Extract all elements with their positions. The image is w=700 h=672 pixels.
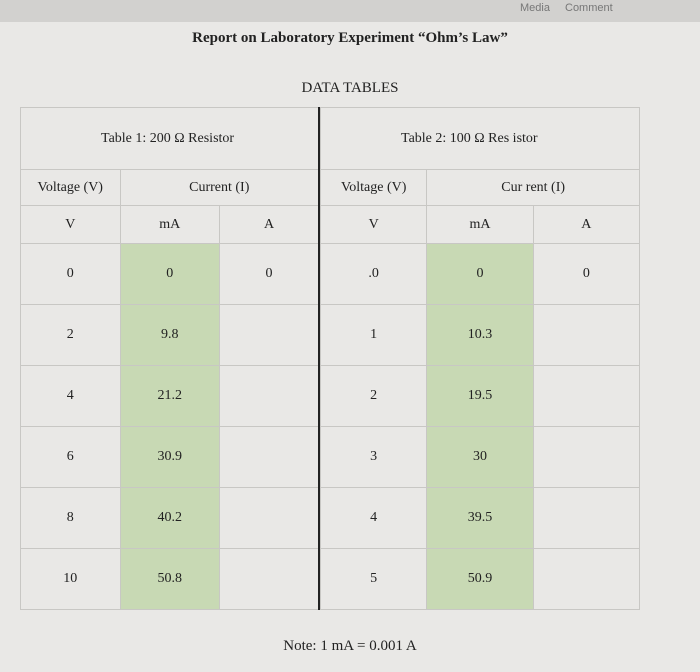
table-cell: 6 [20,426,121,488]
table-cell [532,304,641,366]
table-caption: Table 1: 200 Ω Resistor [20,107,320,170]
caption-row: Table 2: 100 Ω Res istor [320,107,640,170]
toolbar-item[interactable]: Media [520,2,550,14]
table-cell: 30.9 [119,426,220,488]
table-cell: .0 [319,243,428,305]
data-row: 4 39.5 [319,487,641,549]
data-row: 3 30 [319,426,641,488]
table-cell: 4 [20,365,121,427]
data-table: Table 2: 100 Ω Res istor Voltage (V) Cur r… [319,107,641,610]
table-cell: 2 [319,365,428,427]
table-cell: 1 [319,304,428,366]
table-cell: 21.2 [119,365,220,427]
table-cell [219,548,320,610]
table-cell: 0 [426,243,534,305]
table-caption: Table 2: 100 Ω Res istor [320,107,640,170]
table-cell: 40.2 [119,487,220,549]
data-row: .0 0 0 [319,243,641,305]
data-row: 4 21.2 [20,365,320,427]
table-cell: 0 [219,243,320,305]
data-row: 8 40.2 [20,487,320,549]
unit-cell: mA [426,205,534,244]
table-cell: 39.5 [426,487,534,549]
data-row: 10 50.8 [20,548,320,610]
table-cell [219,487,320,549]
table-cell: 10.3 [426,304,534,366]
table-cell [219,304,320,366]
data-row: 1 10.3 [319,304,641,366]
data-row: 6 30.9 [20,426,320,488]
column-header: Current (I) [119,169,320,206]
column-header: Cur rent (I) [426,169,640,206]
table-cell [532,548,641,610]
table-cell: 30 [426,426,534,488]
caption-row: Table 1: 200 Ω Resistor [20,107,320,170]
title: Report on Laboratory Experiment “Ohm’s L… [192,30,508,46]
unit-cell: A [532,205,641,244]
unit-cell: mA [119,205,220,244]
data-row: 2 19.5 [319,365,641,427]
data-row: 2 9.8 [20,304,320,366]
table-cell [532,487,641,549]
document: Report on Laboratory Experiment “Ohm’s L… [0,22,700,672]
subtitle: DATA TABLES [301,80,399,96]
table-cell: 50.9 [426,548,534,610]
table-cell [219,426,320,488]
unit-cell: A [219,205,320,244]
table-cell: 10 [20,548,121,610]
table-cell: 9.8 [119,304,220,366]
header-row: Voltage (V) Cur rent (I) [319,169,640,206]
column-header: Voltage (V) [319,169,428,206]
table-cell [532,365,641,427]
table-cell: 4 [319,487,428,549]
unit-cell: V [319,205,428,244]
table-cell [532,426,641,488]
data-row: 5 50.9 [319,548,641,610]
toolbar: Media Comment [0,0,700,22]
header-row: Voltage (V) Current (I) [20,169,320,206]
table-cell: 0 [532,243,641,305]
table-cell [219,365,320,427]
note: Note: 1 mA = 0.001 A [283,638,417,654]
table-cell: 5 [319,548,428,610]
table-cell: 3 [319,426,428,488]
table-cell: 50.8 [119,548,220,610]
table-cell: 0 [119,243,220,305]
data-table: Table 1: 200 Ω Resistor Voltage (V) Curren… [20,107,320,610]
unit-cell: V [20,205,121,244]
table-cell: 0 [20,243,121,305]
table-cell: 8 [20,487,121,549]
table-cell: 19.5 [426,365,534,427]
table-cell: 2 [20,304,121,366]
column-header: Voltage (V) [20,169,121,206]
toolbar-item[interactable]: Comment [565,2,613,14]
